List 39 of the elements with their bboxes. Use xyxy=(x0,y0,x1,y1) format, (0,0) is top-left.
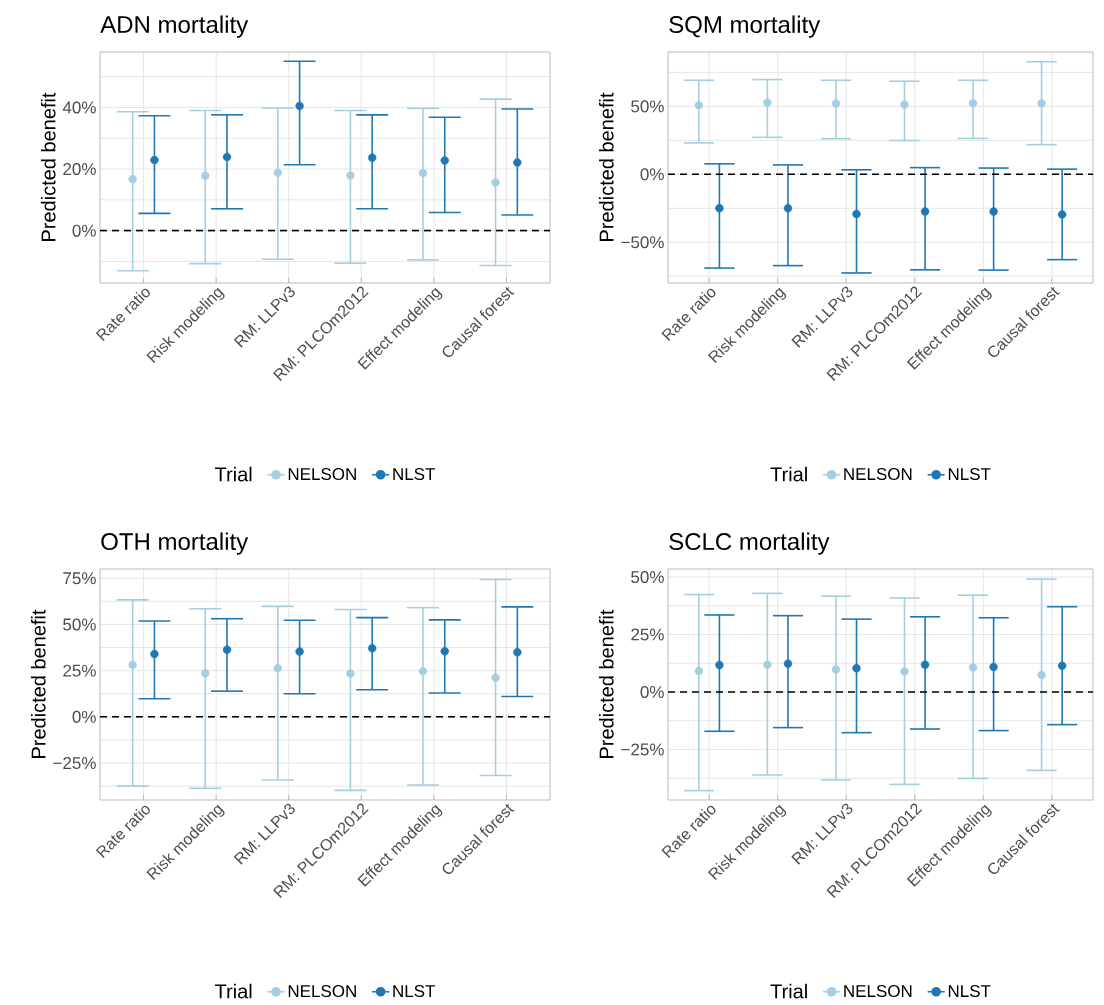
y-tick-label: −50% xyxy=(621,236,664,249)
legend-label: NLST xyxy=(393,985,436,998)
x-tick-label: Rate ratio xyxy=(95,805,150,859)
chart-title: OTH mortality xyxy=(101,532,249,555)
legend-title: Trial xyxy=(215,466,252,482)
chart-title: ADN mortality xyxy=(100,15,249,38)
legend-label: NELSON xyxy=(844,985,912,998)
legend-label: NELSON xyxy=(288,985,356,998)
y-tick-label: 20% xyxy=(63,163,96,176)
legend-label: NLST xyxy=(948,468,991,481)
legend-label: NLST xyxy=(948,985,991,998)
x-tick-label: Rate ratio xyxy=(661,805,716,859)
y-tick-label: −25% xyxy=(53,757,96,770)
y-axis-title: Predicted benefit xyxy=(30,609,46,758)
legend-label: NELSON xyxy=(288,468,356,481)
y-tick-label: 50% xyxy=(63,618,96,631)
y-tick-label: 50% xyxy=(631,100,664,113)
y-tick-label: 75% xyxy=(63,572,96,585)
y-axis-title: Predicted benefit xyxy=(598,609,614,758)
legend-title: Trial xyxy=(215,983,252,999)
x-tick-label: Rate ratio xyxy=(661,288,716,342)
chart-title: SQM mortality xyxy=(669,15,821,38)
y-tick-label: 25% xyxy=(63,664,96,677)
y-tick-label: 25% xyxy=(631,628,664,641)
legend-label: NLST xyxy=(393,468,436,481)
x-tick-label: Rate ratio xyxy=(95,288,150,342)
y-tick-label: 0% xyxy=(640,168,664,181)
y-tick-label: −25% xyxy=(621,743,664,756)
legend-title: Trial xyxy=(770,983,807,999)
legend-label: NELSON xyxy=(844,468,912,481)
y-tick-label: 0% xyxy=(640,685,664,698)
y-tick-label: 40% xyxy=(62,101,96,114)
legend-title: Trial xyxy=(770,466,807,482)
y-tick-label: 0% xyxy=(72,224,96,237)
y-axis-title: Predicted benefit xyxy=(598,92,614,241)
y-axis-title: Predicted benefit xyxy=(40,92,56,241)
y-tick-label: 50% xyxy=(631,571,664,584)
chart-title: SCLC mortality xyxy=(669,532,830,555)
y-tick-label: 0% xyxy=(72,710,96,723)
